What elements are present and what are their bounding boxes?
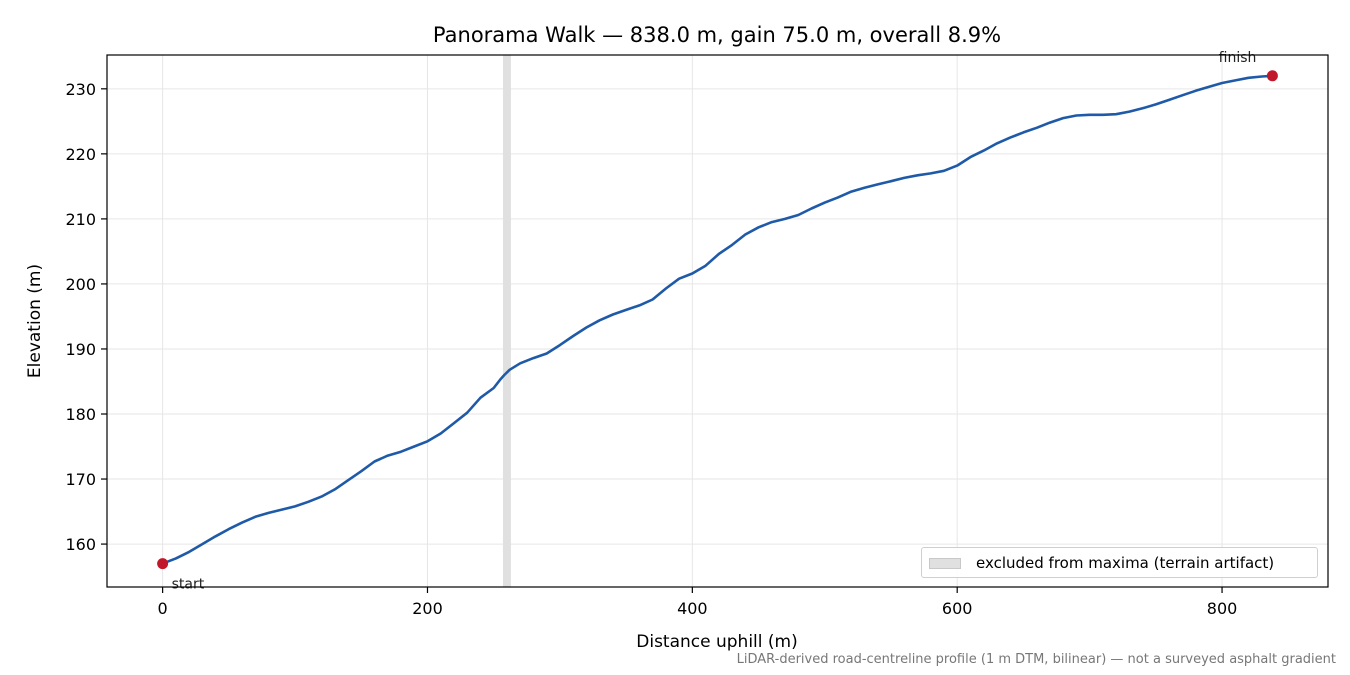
marker-start bbox=[157, 558, 169, 570]
y-tick-label: 210 bbox=[65, 210, 96, 229]
y-axis-label: Elevation (m) bbox=[25, 264, 45, 378]
marker-finish bbox=[1266, 70, 1278, 82]
x-tick-label: 400 bbox=[677, 599, 708, 618]
y-tick-label: 190 bbox=[65, 340, 96, 359]
y-tick-label: 180 bbox=[65, 405, 96, 424]
elevation-series-line bbox=[162, 74, 1273, 565]
legend-label-excluded: excluded from maxima (terrain artifact) bbox=[976, 554, 1275, 572]
plot-frame bbox=[106, 54, 1329, 588]
excluded-band bbox=[502, 55, 511, 587]
legend: excluded from maxima (terrain artifact) bbox=[921, 547, 1318, 578]
plot-area: start finish 0 200 400 600 800 160 170 180 190 200 2… bbox=[65, 50, 1329, 618]
x-tick-label: 800 bbox=[1207, 599, 1238, 618]
y-tick-label: 170 bbox=[65, 470, 96, 489]
chart-title: Panorama Walk — 838.0 m, gain 75.0 m, ov… bbox=[433, 23, 1001, 47]
y-tick-label: 230 bbox=[65, 80, 96, 99]
legend-swatch-excluded bbox=[929, 558, 961, 569]
x-tick-label: 200 bbox=[412, 599, 443, 618]
y-tick-label: 220 bbox=[65, 145, 96, 164]
x-tick-label: 600 bbox=[942, 599, 973, 618]
y-tick-label: 160 bbox=[65, 535, 96, 554]
x-axis-label: Distance uphill (m) bbox=[636, 632, 797, 652]
footnote: LiDAR-derived road-centreline profile (1… bbox=[736, 652, 1336, 667]
x-tick-label: 0 bbox=[158, 599, 168, 618]
marker-label-finish: finish bbox=[1219, 50, 1257, 66]
y-tick-label: 200 bbox=[65, 275, 96, 294]
marker-label-start: start bbox=[172, 577, 205, 593]
